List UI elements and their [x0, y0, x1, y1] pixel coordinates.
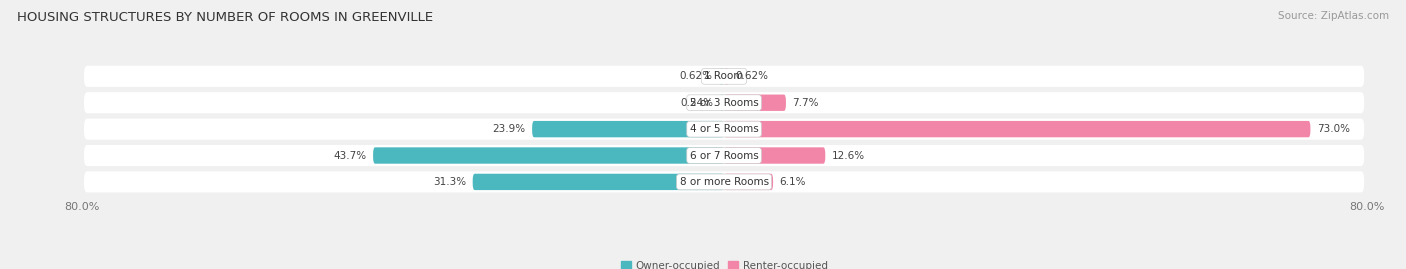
FancyBboxPatch shape: [84, 145, 1364, 166]
FancyBboxPatch shape: [472, 174, 724, 190]
Text: 6.1%: 6.1%: [779, 177, 806, 187]
FancyBboxPatch shape: [373, 147, 724, 164]
Text: 43.7%: 43.7%: [333, 151, 367, 161]
FancyBboxPatch shape: [718, 68, 724, 84]
Text: 0.54%: 0.54%: [681, 98, 713, 108]
Text: HOUSING STRUCTURES BY NUMBER OF ROOMS IN GREENVILLE: HOUSING STRUCTURES BY NUMBER OF ROOMS IN…: [17, 11, 433, 24]
Text: 12.6%: 12.6%: [832, 151, 865, 161]
FancyBboxPatch shape: [724, 94, 786, 111]
Text: 8 or more Rooms: 8 or more Rooms: [679, 177, 769, 187]
FancyBboxPatch shape: [84, 92, 1364, 113]
FancyBboxPatch shape: [724, 68, 730, 84]
Text: 2 or 3 Rooms: 2 or 3 Rooms: [690, 98, 758, 108]
Text: 0.62%: 0.62%: [679, 71, 713, 81]
Text: 4 or 5 Rooms: 4 or 5 Rooms: [690, 124, 758, 134]
FancyBboxPatch shape: [84, 66, 1364, 87]
Text: 6 or 7 Rooms: 6 or 7 Rooms: [690, 151, 758, 161]
FancyBboxPatch shape: [724, 174, 773, 190]
FancyBboxPatch shape: [531, 121, 724, 137]
Text: Source: ZipAtlas.com: Source: ZipAtlas.com: [1278, 11, 1389, 21]
Legend: Owner-occupied, Renter-occupied: Owner-occupied, Renter-occupied: [620, 261, 828, 269]
Text: 31.3%: 31.3%: [433, 177, 467, 187]
Text: 7.7%: 7.7%: [793, 98, 818, 108]
Text: 23.9%: 23.9%: [492, 124, 526, 134]
FancyBboxPatch shape: [84, 119, 1364, 140]
FancyBboxPatch shape: [724, 147, 825, 164]
Text: 1 Room: 1 Room: [704, 71, 744, 81]
Text: 0.62%: 0.62%: [735, 71, 769, 81]
FancyBboxPatch shape: [84, 171, 1364, 192]
Text: 73.0%: 73.0%: [1317, 124, 1350, 134]
FancyBboxPatch shape: [724, 121, 1310, 137]
FancyBboxPatch shape: [720, 94, 724, 111]
